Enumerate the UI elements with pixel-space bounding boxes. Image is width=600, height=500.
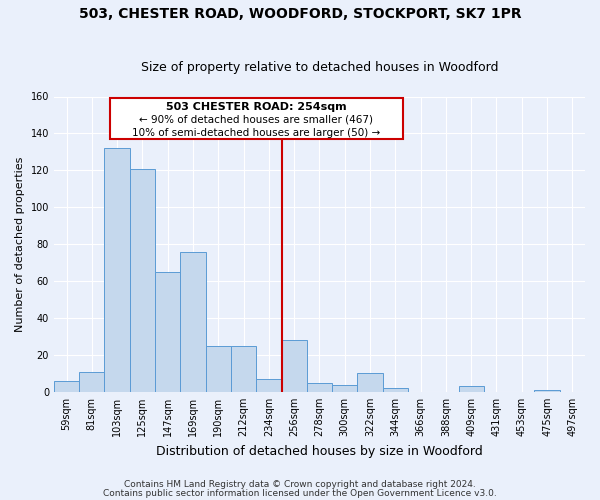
Bar — [206, 346, 231, 392]
Bar — [155, 272, 181, 392]
Bar — [358, 374, 383, 392]
Bar — [332, 384, 358, 392]
Bar — [79, 372, 104, 392]
Bar — [281, 340, 307, 392]
X-axis label: Distribution of detached houses by size in Woodford: Distribution of detached houses by size … — [156, 444, 483, 458]
Bar — [104, 148, 130, 392]
Bar — [256, 379, 281, 392]
Text: 503 CHESTER ROAD: 254sqm: 503 CHESTER ROAD: 254sqm — [166, 102, 347, 112]
FancyBboxPatch shape — [110, 98, 403, 139]
Bar — [458, 386, 484, 392]
Bar — [307, 382, 332, 392]
Bar — [181, 252, 206, 392]
Text: Contains HM Land Registry data © Crown copyright and database right 2024.: Contains HM Land Registry data © Crown c… — [124, 480, 476, 489]
Title: Size of property relative to detached houses in Woodford: Size of property relative to detached ho… — [141, 62, 498, 74]
Text: ← 90% of detached houses are smaller (467): ← 90% of detached houses are smaller (46… — [139, 115, 373, 125]
Bar — [130, 168, 155, 392]
Text: Contains public sector information licensed under the Open Government Licence v3: Contains public sector information licen… — [103, 488, 497, 498]
Bar — [535, 390, 560, 392]
Bar — [54, 381, 79, 392]
Y-axis label: Number of detached properties: Number of detached properties — [15, 156, 25, 332]
Bar — [231, 346, 256, 392]
Text: 503, CHESTER ROAD, WOODFORD, STOCKPORT, SK7 1PR: 503, CHESTER ROAD, WOODFORD, STOCKPORT, … — [79, 8, 521, 22]
Text: 10% of semi-detached houses are larger (50) →: 10% of semi-detached houses are larger (… — [132, 128, 380, 138]
Bar — [383, 388, 408, 392]
